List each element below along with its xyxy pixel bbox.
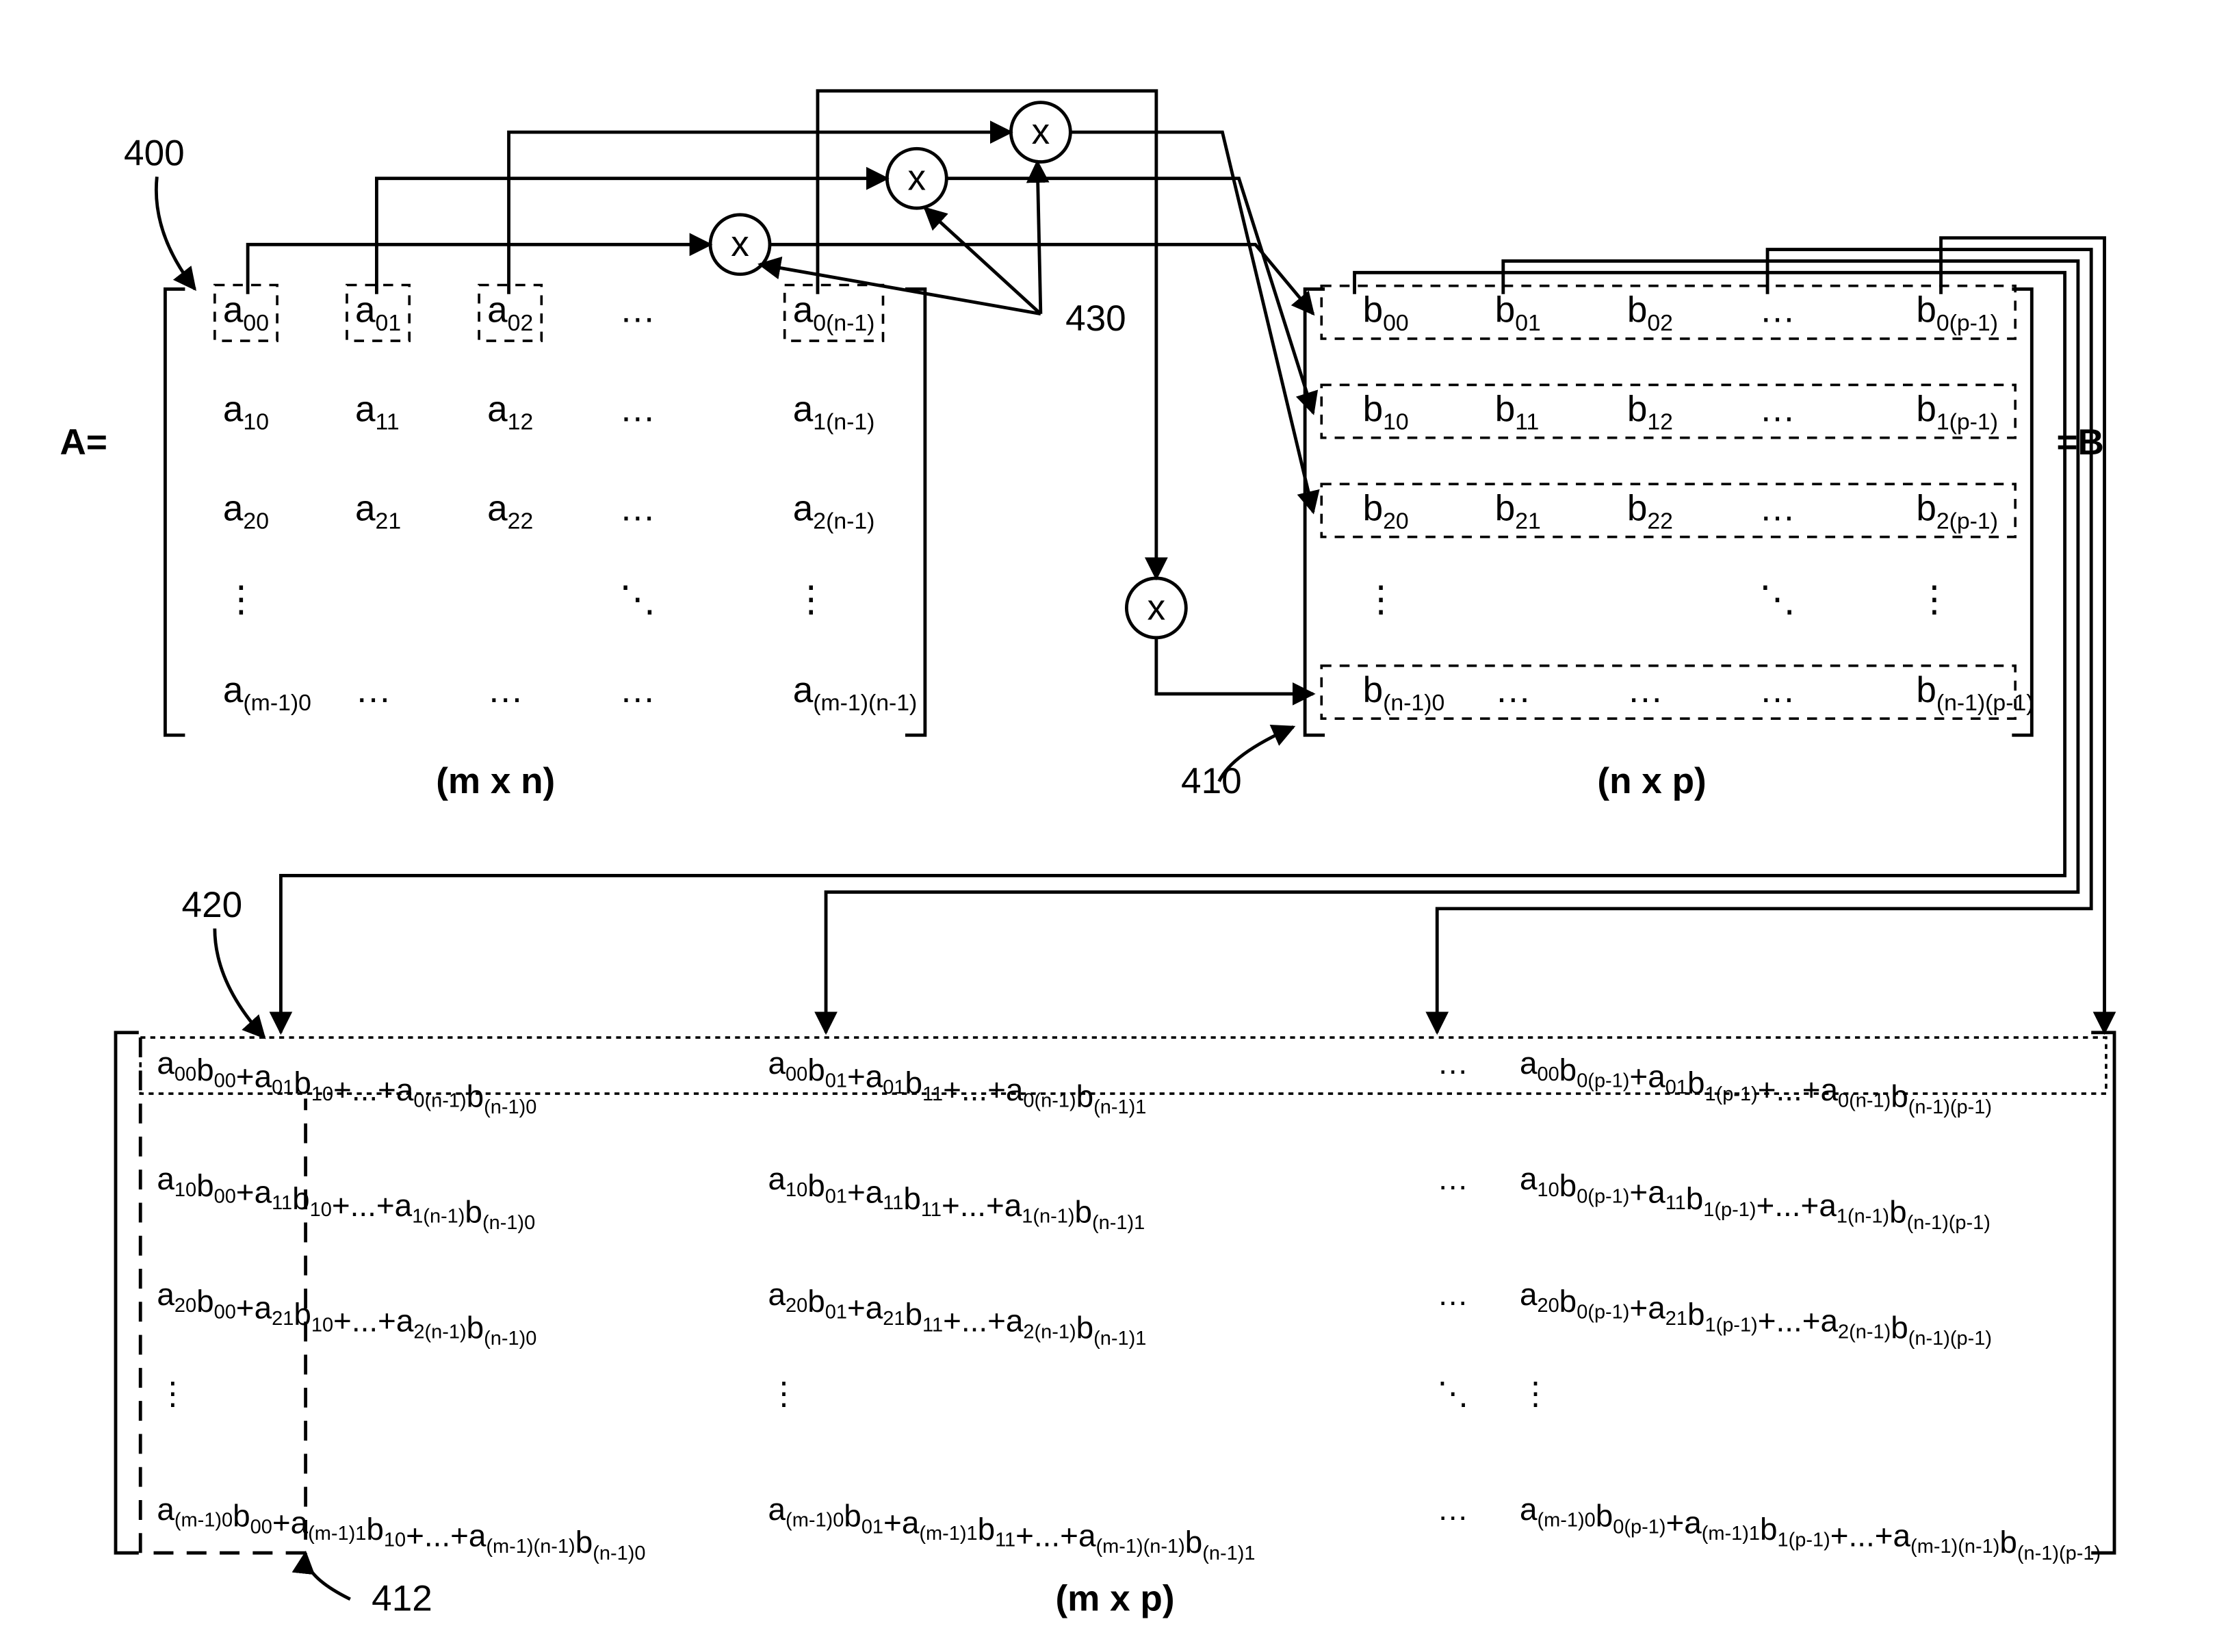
- svg-text:…: …: [355, 670, 391, 710]
- svg-text:b0(p-1): b0(p-1): [1916, 290, 1998, 336]
- svg-text:…: …: [1437, 1276, 1468, 1312]
- svg-text:a10b01+a11b11+...+a1(n-1)b(n-1: a10b01+a11b11+...+a1(n-1)b(n-1)1: [768, 1161, 1145, 1234]
- svg-text:a0(n-1): a0(n-1): [793, 290, 875, 336]
- svg-text:a20: a20: [223, 488, 269, 534]
- svg-text:a20b0(p-1)+a21b1(p-1)+...+a2(n: a20b0(p-1)+a21b1(p-1)+...+a2(n-1)b(n-1)(…: [1520, 1276, 1992, 1350]
- svg-text:b21: b21: [1495, 488, 1541, 534]
- svg-text:a00b0(p-1)+a01b1(p-1)+...+a0(n: a00b0(p-1)+a01b1(p-1)+...+a0(n-1)b(n-1)(…: [1520, 1045, 1992, 1118]
- svg-text:a(m-1)0b01+a(m-1)1b11+...+a(m-: a(m-1)0b01+a(m-1)1b11+...+a(m-1)(n-1)b(n…: [768, 1491, 1256, 1564]
- ref-400: 400: [124, 133, 185, 173]
- svg-text:⋮: ⋮: [1363, 579, 1399, 619]
- ref-430: 430: [1065, 298, 1126, 339]
- svg-text:a20b01+a21b11+...+a2(n-1)b(n-1: a20b01+a21b11+...+a2(n-1)b(n-1)1: [768, 1276, 1147, 1350]
- svg-text:a(m-1)0: a(m-1)0: [223, 670, 311, 716]
- svg-text:x: x: [1032, 112, 1050, 152]
- svg-text:a1(n-1): a1(n-1): [793, 389, 875, 435]
- matrix-mult-diagram: a00 a01 a02 … a0(n-1) a10 a11 a12 … a1(n-1) a20 a21…: [0, 0, 2230, 1652]
- svg-text:a22: a22: [487, 488, 533, 534]
- dim-b: (n x p): [1597, 761, 1706, 801]
- svg-text:a(m-1)0b0(p-1)+a(m-1)1b1(p-1)+: a(m-1)0b0(p-1)+a(m-1)1b1(p-1)+...+a(m-1)…: [1520, 1491, 2101, 1564]
- svg-text:x: x: [908, 158, 926, 198]
- svg-text:b20: b20: [1363, 488, 1409, 534]
- svg-text:a01: a01: [355, 290, 401, 336]
- svg-text:…: …: [1437, 1161, 1468, 1196]
- svg-text:⋮: ⋮: [768, 1376, 800, 1411]
- ref-412: 412: [372, 1579, 432, 1619]
- svg-text:…: …: [1495, 670, 1531, 710]
- svg-text:a11: a11: [355, 389, 400, 435]
- svg-text:b2(p-1): b2(p-1): [1916, 488, 1998, 534]
- svg-text:⋮: ⋮: [793, 579, 829, 619]
- svg-text:a12: a12: [487, 389, 533, 435]
- svg-text:b10: b10: [1363, 389, 1409, 435]
- svg-text:…: …: [1437, 1491, 1468, 1527]
- svg-text:⋮: ⋮: [1916, 579, 1952, 619]
- svg-text:⋱: ⋱: [1437, 1376, 1468, 1411]
- svg-text:…: …: [1759, 290, 1795, 331]
- svg-text:b(n-1)(p-1): b(n-1)(p-1): [1916, 670, 2034, 716]
- svg-text:b12: b12: [1627, 389, 1673, 435]
- svg-text:a21: a21: [355, 488, 401, 534]
- svg-text:b00: b00: [1363, 290, 1409, 336]
- svg-text:x: x: [1148, 587, 1166, 628]
- svg-text:⋱: ⋱: [619, 579, 656, 619]
- svg-text:…: …: [1759, 670, 1795, 710]
- svg-text:a00b01+a01b11+...+a0(n-1)b(n-1: a00b01+a01b11+...+a0(n-1)b(n-1)1: [768, 1045, 1147, 1118]
- svg-text:b(n-1)0: b(n-1)0: [1363, 670, 1445, 716]
- svg-text:a10b0(p-1)+a11b1(p-1)+...+a1(n: a10b0(p-1)+a11b1(p-1)+...+a1(n-1)b(n-1)(…: [1520, 1161, 1991, 1234]
- svg-text:…: …: [1437, 1045, 1468, 1081]
- svg-text:a10: a10: [223, 389, 269, 435]
- svg-text:⋱: ⋱: [1759, 579, 1795, 619]
- ref-420: 420: [182, 885, 243, 925]
- svg-text:a2(n-1): a2(n-1): [793, 488, 875, 534]
- svg-text:a02: a02: [487, 290, 533, 336]
- svg-text:x: x: [731, 224, 749, 264]
- svg-text:a20b00+a21b10+...+a2(n-1)b(n-1: a20b00+a21b10+...+a2(n-1)b(n-1)0: [157, 1276, 536, 1350]
- svg-text:⋮: ⋮: [223, 579, 259, 619]
- svg-text:…: …: [619, 488, 656, 528]
- svg-text:…: …: [619, 389, 656, 430]
- svg-text:⋮: ⋮: [1520, 1376, 1551, 1411]
- svg-text:⋮: ⋮: [157, 1376, 188, 1411]
- svg-text:b11: b11: [1495, 389, 1540, 435]
- svg-text:b1(p-1): b1(p-1): [1916, 389, 1998, 435]
- svg-text:a00b00+a01b10+...+a0(n-1)b(n-1: a00b00+a01b10+...+a0(n-1)b(n-1)0: [157, 1045, 536, 1118]
- svg-text:b22: b22: [1627, 488, 1673, 534]
- label-A: A=: [60, 422, 107, 463]
- svg-text:…: …: [1759, 389, 1795, 430]
- svg-text:…: …: [1627, 670, 1663, 710]
- svg-text:…: …: [487, 670, 523, 710]
- svg-text:a00: a00: [223, 290, 269, 336]
- svg-text:…: …: [619, 290, 656, 331]
- svg-text:b01: b01: [1495, 290, 1541, 336]
- dim-c: (m x p): [1055, 1579, 1174, 1619]
- svg-text:b02: b02: [1627, 290, 1673, 336]
- ref-410: 410: [1181, 761, 1242, 801]
- svg-text:a(m-1)(n-1): a(m-1)(n-1): [793, 670, 918, 716]
- svg-text:…: …: [619, 670, 656, 710]
- svg-text:a10b00+a11b10+...+a1(n-1)b(n-1: a10b00+a11b10+...+a1(n-1)b(n-1)0: [157, 1161, 535, 1234]
- svg-text:…: …: [1759, 488, 1795, 528]
- dim-a: (m x n): [436, 761, 555, 801]
